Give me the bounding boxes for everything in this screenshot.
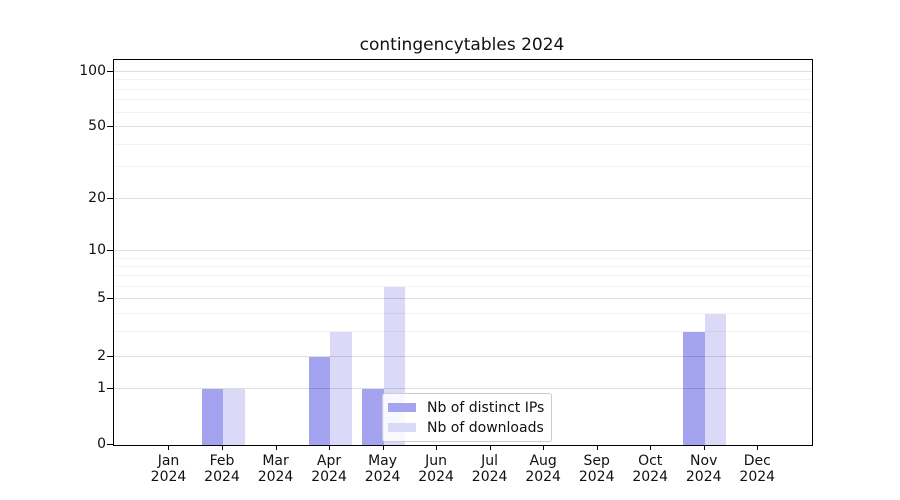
- y-tick-label-50: 50: [88, 118, 106, 135]
- x-tick-label-apr: Apr 2024: [311, 453, 347, 485]
- x-tick-label-dec: Dec 2024: [739, 453, 776, 485]
- x-tick-label-feb: Feb 2024: [204, 453, 240, 485]
- y-tick-mark-2: [107, 356, 113, 358]
- x-tick-label-jul: Jul 2024: [471, 453, 508, 485]
- gridline-70: [114, 99, 812, 101]
- gridline-8: [114, 265, 812, 267]
- y-tick-label-100: 100: [79, 62, 106, 79]
- x-tick-label-nov: Nov 2024: [685, 453, 722, 485]
- y-tick-label-1: 1: [97, 379, 106, 396]
- y-tick-label-5: 5: [97, 290, 106, 307]
- y-tick-label-2: 2: [97, 348, 106, 365]
- y-tick-label-0: 0: [97, 436, 106, 452]
- plot-area: Nb of distinct IPs Nb of downloads: [113, 59, 813, 446]
- gridline-80: [114, 88, 812, 90]
- y-tick-mark-50: [107, 126, 113, 128]
- x-tick-mark-jul: [489, 445, 491, 450]
- bar-nov-distinct-ips: [683, 331, 705, 445]
- bar-apr-downloads: [330, 331, 352, 445]
- gridline-9: [114, 257, 812, 259]
- y-tick-label-10: 10: [88, 242, 106, 259]
- bar-nov-downloads: [704, 313, 727, 445]
- x-tick-mark-dec: [757, 445, 759, 450]
- y-tick-mark-10: [107, 250, 113, 252]
- gridline-6: [114, 285, 812, 287]
- legend: Nb of distinct IPs Nb of downloads: [382, 393, 553, 442]
- x-tick-mark-feb: [222, 445, 223, 450]
- legend-swatch-downloads-icon: [388, 423, 416, 432]
- gridline-30: [114, 166, 812, 168]
- x-tick-mark-jun: [436, 445, 438, 450]
- gridline-3: [114, 330, 812, 332]
- x-tick-mark-mar: [275, 445, 277, 450]
- x-tick-mark-jan: [168, 445, 170, 450]
- gridline-5: [114, 298, 812, 300]
- gridline-2: [114, 356, 812, 358]
- gridline-60: [114, 111, 812, 113]
- x-tick-mark-may: [382, 445, 384, 450]
- gridline-90: [114, 79, 812, 81]
- gridline-1: [114, 387, 812, 389]
- x-tick-mark-apr: [329, 445, 331, 450]
- gridline-4: [114, 312, 812, 314]
- gridline-20: [114, 198, 812, 199]
- x-tick-label-oct: Oct 2024: [632, 453, 668, 485]
- legend-item-downloads: Nb of downloads: [388, 419, 544, 436]
- y-tick-label-20: 20: [88, 189, 106, 206]
- gridline-10: [114, 250, 812, 252]
- gridline-7: [114, 275, 812, 277]
- y-tick-mark-0: [107, 444, 113, 445]
- legend-swatch-distinct-ips-icon: [388, 403, 416, 412]
- x-tick-mark-aug: [543, 445, 545, 450]
- chart-title: contingencytables 2024: [359, 35, 565, 55]
- y-tick-mark-100: [107, 70, 113, 72]
- x-tick-mark-nov: [703, 445, 705, 450]
- x-tick-mark-sep: [596, 445, 598, 450]
- bar-apr-distinct-ips: [308, 357, 331, 445]
- bar-may-distinct-ips: [362, 388, 384, 445]
- x-tick-label-may: May 2024: [364, 453, 401, 485]
- legend-item-distinct-ips: Nb of distinct IPs: [388, 399, 544, 416]
- gridline-50: [114, 126, 812, 128]
- legend-label-distinct-ips: Nb of distinct IPs: [427, 399, 545, 416]
- x-tick-mark-oct: [650, 445, 652, 450]
- y-tick-mark-20: [107, 197, 113, 199]
- x-tick-label-jan: Jan 2024: [150, 453, 187, 485]
- y-tick-mark-1: [107, 387, 113, 389]
- x-tick-label-sep: Sep 2024: [578, 453, 615, 485]
- legend-label-downloads: Nb of downloads: [427, 419, 544, 436]
- gridline-100: [114, 70, 812, 72]
- gridline-40: [114, 143, 812, 145]
- x-tick-label-aug: Aug 2024: [525, 453, 561, 485]
- x-tick-label-mar: Mar 2024: [257, 453, 294, 485]
- x-tick-label-jun: Jun 2024: [418, 453, 454, 485]
- bar-feb-distinct-ips: [201, 388, 223, 445]
- y-tick-mark-5: [107, 298, 113, 300]
- bar-feb-downloads: [223, 388, 245, 445]
